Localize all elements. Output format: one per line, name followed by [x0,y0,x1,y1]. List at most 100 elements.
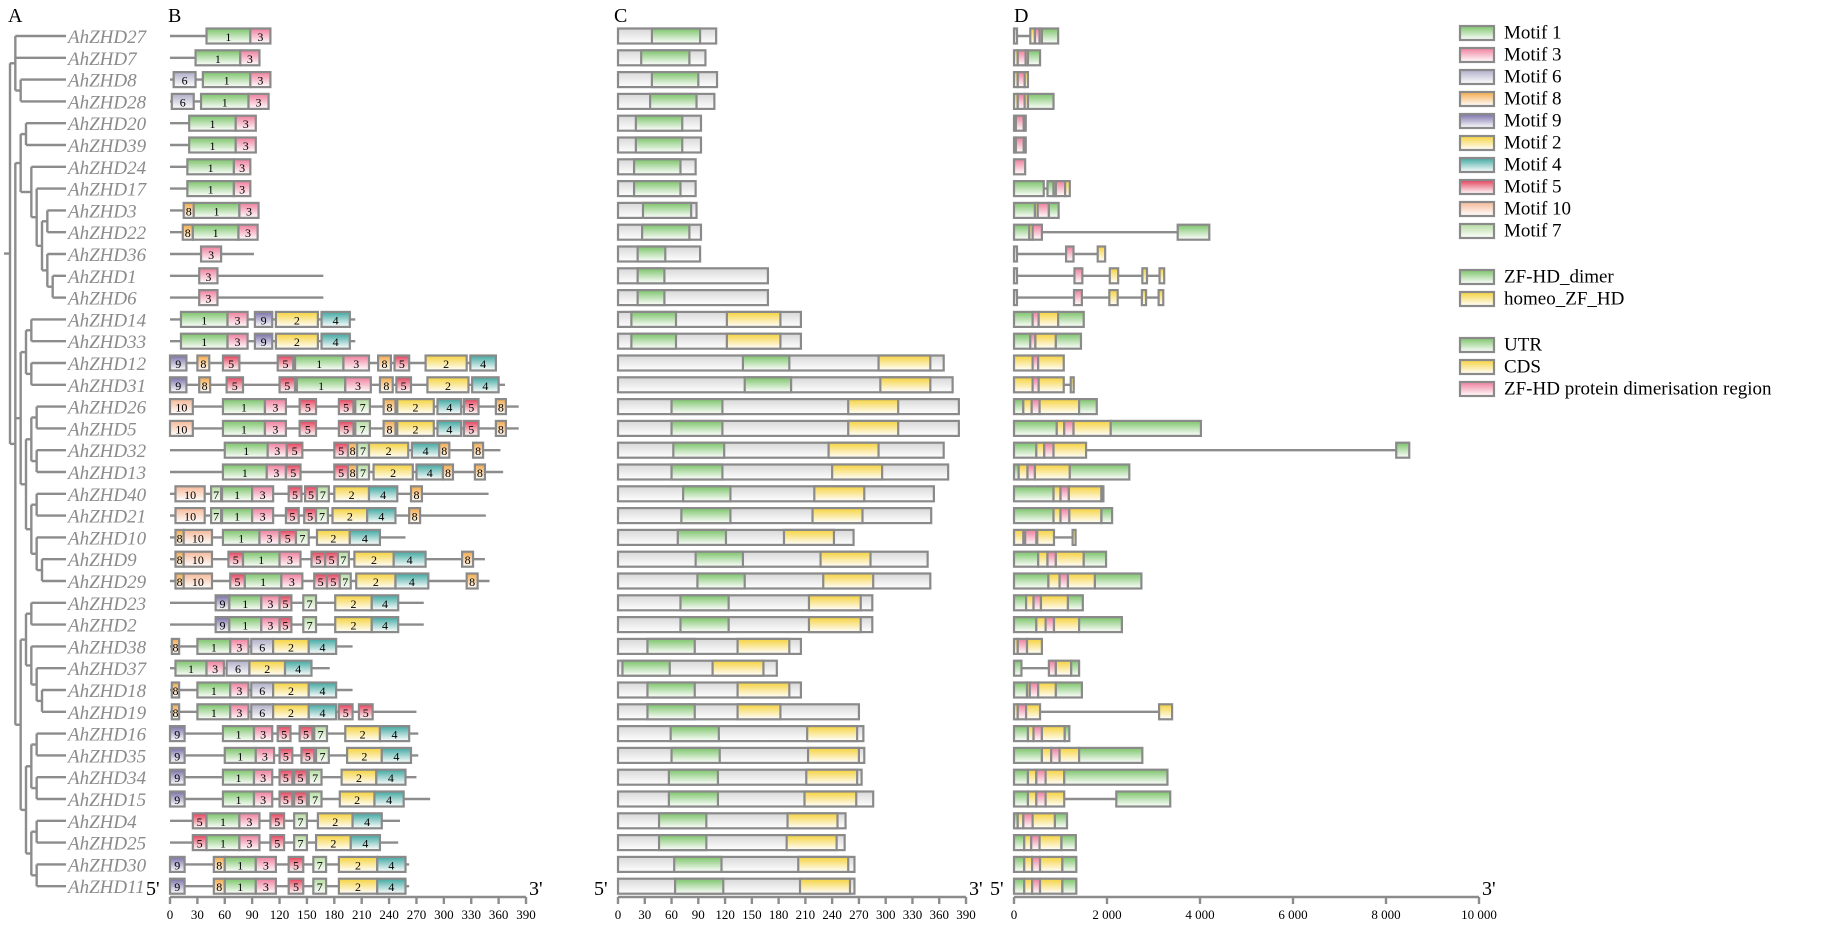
zf-hd-dimer-domain [667,768,720,786]
motif-4-label: 4 [427,466,433,480]
utr-segment [1100,485,1105,503]
gene-name: AhZHD3 [66,201,137,222]
domain-axis-tick-label: 210 [796,907,816,922]
motif-4-label: 4 [388,880,394,894]
motif-8-box [170,681,181,699]
gene-row [1012,550,1108,568]
domain-row [616,180,697,198]
motif-8-label: 8 [383,379,389,393]
motif-row: 10 1 3 5 5 7 8 2 4 5 8 [168,419,519,437]
domain-row [616,114,703,132]
motif-2-box [426,376,470,394]
motif-1-label: 1 [201,313,207,327]
motif-4-label: 4 [423,444,429,458]
motif-3-box [344,376,372,394]
domain-axis-tick-label: 330 [903,907,923,922]
cds-segment [1064,180,1071,198]
motif-2-label: 2 [330,837,336,851]
motif-row: 8 10 5 1 3 5 5 7 2 4 8 [170,550,485,568]
motif-5-label: 5 [233,553,239,567]
zf-segment [1050,746,1061,765]
motif-2-box [367,441,410,459]
motif-row: 5 1 3 5 7 2 4 [170,833,399,852]
motif-3-box [237,223,259,241]
motif-7-label: 7 [213,510,219,524]
utr-segment [1070,659,1081,677]
motif-10-label: 10 [175,422,187,436]
motif-4-box [366,507,397,525]
motif-10-box [168,419,194,437]
zf-segment [1028,681,1040,699]
cds-segment [1024,703,1042,721]
zf-segment [1032,594,1043,612]
motif-3-label: 3 [267,619,273,633]
motif-5-box [298,724,314,743]
cds-segment [1035,615,1047,634]
domain-axis-tick-label: 30 [638,907,651,922]
motif-row: 10 1 3 5 5 7 8 2 4 5 8 [168,398,519,416]
motif-8-label: 8 [469,575,475,589]
domain-axis-tick-label: 240 [822,907,842,922]
motif-axis-tick-label: 30 [191,907,204,922]
motif-7-box [314,507,330,525]
protein-bar [616,441,945,459]
homeo-zf-hd-domain [807,594,862,612]
motif-5-box [293,768,309,786]
motif-3-label: 3 [239,183,245,197]
motif-4-box [392,550,427,568]
motif-axis-tick-label: 270 [407,907,427,922]
homeo-zf-hd-domain [819,550,872,568]
domain-row [616,332,803,350]
motif-9-label: 9 [174,858,180,872]
utr-segment [1012,419,1058,437]
motif-2-label: 2 [288,684,294,698]
motif-7-box [294,528,310,547]
motif-5-label: 5 [283,793,289,807]
motif-10-box [182,528,214,547]
motif-3-box [252,790,274,808]
motif-3-label: 3 [205,270,211,284]
domain-axis-tick-label: 90 [692,907,705,922]
motif-8-box [494,398,508,416]
motif-8-label: 8 [185,226,191,240]
zf-hd-dimer-domain [636,267,666,285]
utr-segment [1077,746,1144,765]
homeo-zf-hd-domain [811,507,864,525]
motif-10-label: 10 [192,553,204,567]
zf-segment [1026,463,1037,481]
cds-exon [1140,289,1148,307]
legend-item: Motif 10 [1458,199,1571,220]
domain-axis-tick-label: 0 [615,907,622,922]
motif-4-box [436,419,463,437]
domain-row [616,572,932,590]
domain-row [616,245,702,263]
motif-5-label: 5 [308,488,314,502]
motif-axis-tick-label: 120 [270,907,290,922]
zf-segment [1032,724,1044,743]
gene-name: AhZHD16 [66,725,147,746]
gene-row [1012,528,1077,547]
motif-8-box [382,398,397,416]
motif-5-box [337,398,355,416]
cds-exon [1157,703,1174,721]
motif-7-label: 7 [307,597,313,611]
gene-row [1012,659,1081,677]
motif-3-label: 3 [260,510,266,524]
gene-name: AhZHD38 [66,637,147,658]
motif-4-label: 4 [407,553,413,567]
motif-8-box [473,463,487,481]
zf-segment [1031,877,1042,895]
motif-5-box [278,768,294,786]
motif-3-box [238,833,261,852]
gene-row [1012,354,1065,372]
legend-swatch [1458,178,1496,196]
cds-segment [1031,812,1057,830]
motif-3-box [278,550,302,568]
motif-3-box [205,659,225,677]
motif-5-box [221,354,241,372]
zf-hd-dimer-domain [630,310,678,328]
